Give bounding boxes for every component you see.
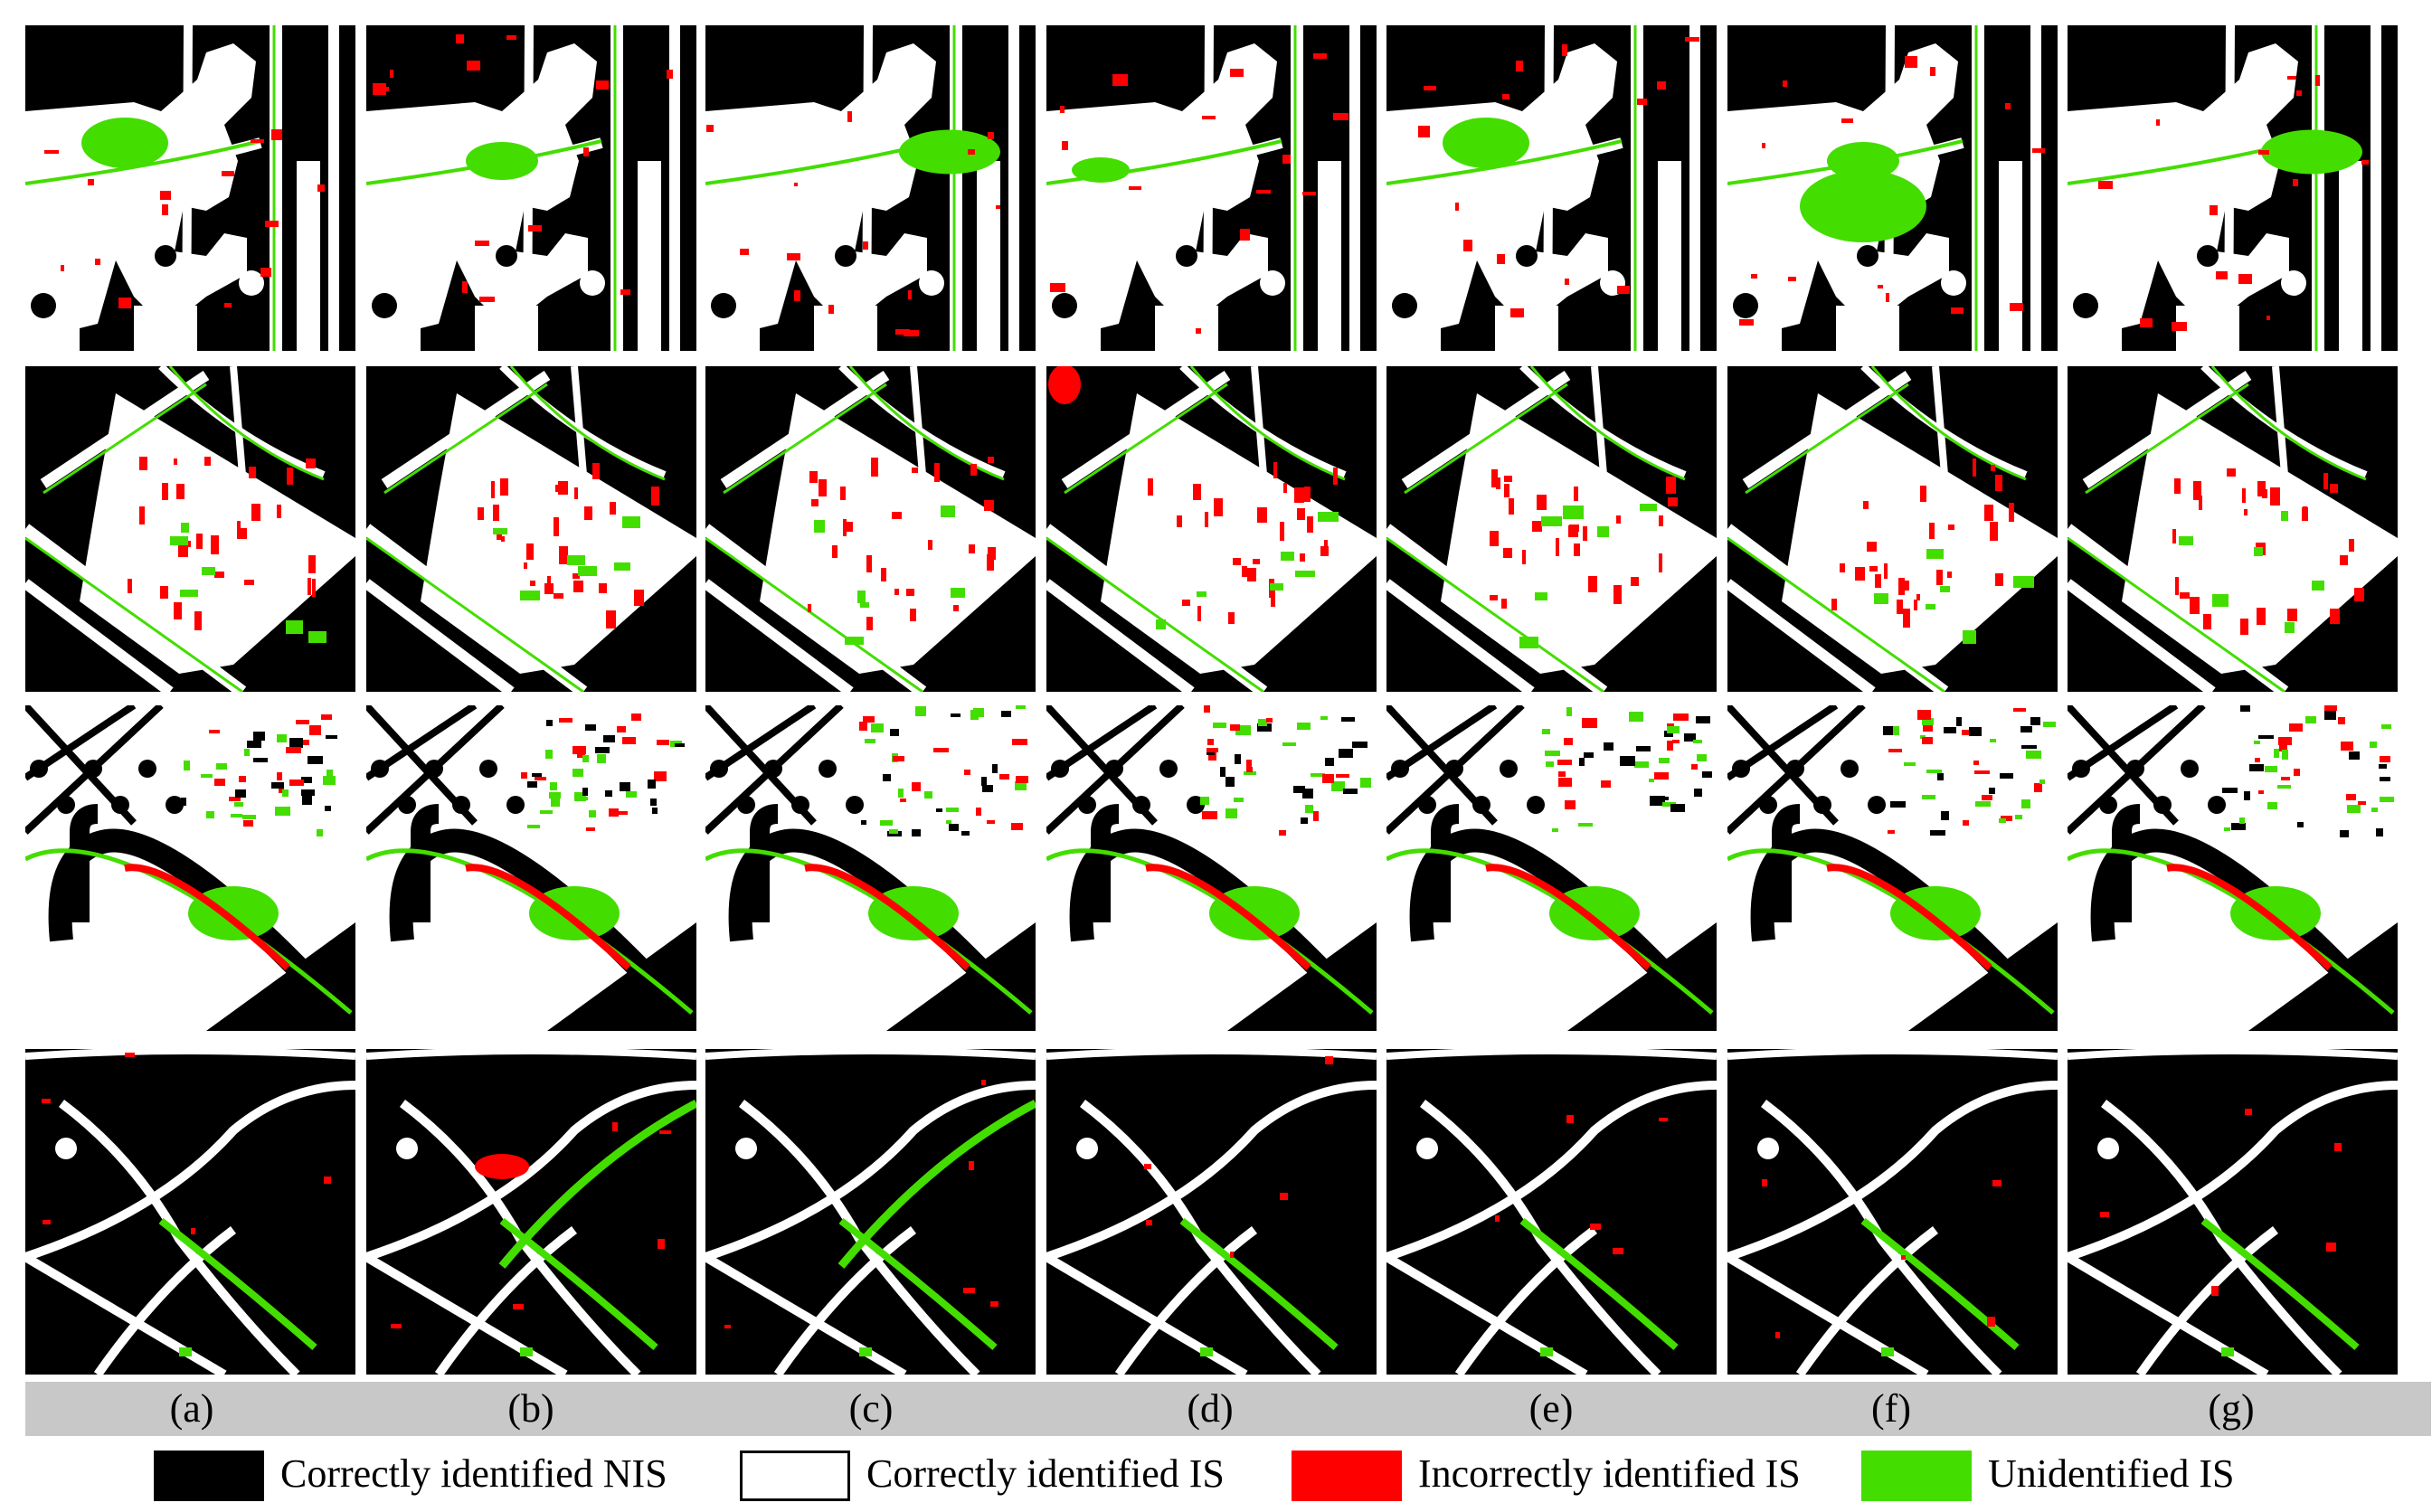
classification-map xyxy=(25,25,355,351)
column-label-a: (a) xyxy=(169,1386,214,1431)
map-panel-r3-b xyxy=(366,705,696,1031)
classification-map xyxy=(705,366,1036,692)
classification-map xyxy=(1727,25,2058,351)
classification-map xyxy=(25,1049,355,1375)
classification-map xyxy=(2068,25,2398,351)
classification-map xyxy=(1727,705,2058,1031)
map-panel-r3-e xyxy=(1386,705,1717,1031)
map-panel-r4-f xyxy=(1727,1049,2058,1375)
legend-swatch-green xyxy=(1861,1451,1972,1501)
classification-map xyxy=(1046,1049,1377,1375)
column-label-g: (g) xyxy=(2208,1386,2255,1431)
map-panel-r3-c xyxy=(705,705,1036,1031)
map-panel-r2-a xyxy=(25,366,355,692)
map-panel-r4-e xyxy=(1386,1049,1717,1375)
classification-map xyxy=(366,366,696,692)
classification-map xyxy=(366,705,696,1031)
classification-map xyxy=(25,366,355,692)
map-panel-r3-f xyxy=(1727,705,2058,1031)
map-panel-r2-e xyxy=(1386,366,1717,692)
classification-map xyxy=(1386,1049,1717,1375)
map-panel-r2-c xyxy=(705,366,1036,692)
map-panel-r3-d xyxy=(1046,705,1377,1031)
map-panel-r2-b xyxy=(366,366,696,692)
column-label-e: (e) xyxy=(1528,1386,1574,1431)
map-panel-r1-a xyxy=(25,25,355,351)
legend-swatch-red xyxy=(1292,1451,1402,1501)
map-panel-r3-a xyxy=(25,705,355,1031)
classification-map xyxy=(705,1049,1036,1375)
map-panel-r1-f xyxy=(1727,25,2058,351)
map-panel-r1-g xyxy=(2068,25,2398,351)
map-panel-r2-d xyxy=(1046,366,1377,692)
legend-label: Correctly identified IS xyxy=(866,1451,1225,1496)
map-panel-r4-c xyxy=(705,1049,1036,1375)
classification-map xyxy=(1727,366,2058,692)
column-label-f: (f) xyxy=(1871,1386,1911,1431)
classification-map xyxy=(1727,1049,2058,1375)
classification-map xyxy=(1386,25,1717,351)
column-label-c: (c) xyxy=(848,1386,894,1431)
classification-map xyxy=(2068,705,2398,1031)
classification-map xyxy=(1386,705,1717,1031)
classification-map xyxy=(1046,366,1377,692)
map-panel-r2-f xyxy=(1727,366,2058,692)
classification-map xyxy=(2068,1049,2398,1375)
classification-map xyxy=(705,705,1036,1031)
legend-label: Unidentified IS xyxy=(1988,1451,2235,1496)
column-label-d: (d) xyxy=(1187,1386,1234,1431)
map-panel-r1-b xyxy=(366,25,696,351)
map-panel-r4-d xyxy=(1046,1049,1377,1375)
classification-map xyxy=(366,25,696,351)
classification-map xyxy=(25,705,355,1031)
classification-map xyxy=(1046,705,1377,1031)
legend-swatch-black xyxy=(154,1451,264,1501)
map-panel-r1-e xyxy=(1386,25,1717,351)
classification-map xyxy=(1046,25,1377,351)
map-panel-r2-g xyxy=(2068,366,2398,692)
classification-map xyxy=(1386,366,1717,692)
classification-map xyxy=(705,25,1036,351)
legend: Correctly identified NIS Correctly ident… xyxy=(0,1440,2432,1512)
legend-label: Correctly identified NIS xyxy=(280,1451,667,1496)
classification-map xyxy=(366,1049,696,1375)
map-panel-r1-d xyxy=(1046,25,1377,351)
map-panel-r4-a xyxy=(25,1049,355,1375)
column-label-b: (b) xyxy=(507,1386,554,1431)
map-panel-r1-c xyxy=(705,25,1036,351)
legend-label: Incorrectly identified IS xyxy=(1418,1451,1801,1496)
classification-map xyxy=(2068,366,2398,692)
map-panel-r4-b xyxy=(366,1049,696,1375)
column-label-bar: (a) (b) (c) (d) (e) (f) (g) xyxy=(25,1382,2431,1436)
map-panel-r3-g xyxy=(2068,705,2398,1031)
legend-swatch-white xyxy=(740,1451,850,1501)
map-panel-r4-g xyxy=(2068,1049,2398,1375)
